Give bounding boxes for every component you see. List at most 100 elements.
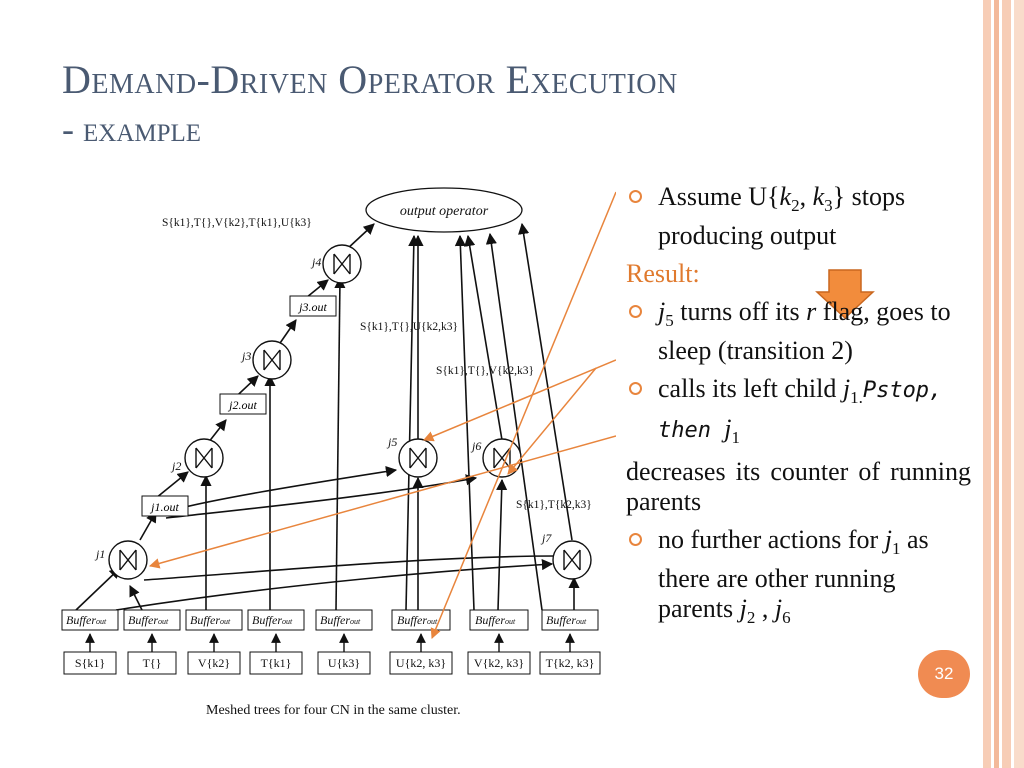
svg-text:Bufferout: Bufferout xyxy=(252,613,293,627)
page-number-badge: 32 xyxy=(918,650,970,698)
meshed-trees-diagram: output operator xyxy=(61,187,616,718)
bullet-text: Assume U{ xyxy=(658,182,780,211)
relation-label: S{k1} xyxy=(75,656,105,670)
math-sub: 6 xyxy=(782,608,791,628)
annotation-mid: S{k1},T{},U{k2,k3} xyxy=(360,321,458,333)
math-j: j xyxy=(658,297,666,327)
out-boxes: j1.out j2.out j3.out xyxy=(141,295,337,517)
svg-text:Bufferout: Bufferout xyxy=(128,613,169,627)
join-label-j1: j1 xyxy=(94,547,105,561)
orange-arrow-to-j5 xyxy=(423,359,616,442)
join-nodes xyxy=(108,244,592,580)
annotation-mid2: S{k1},T{},V{k2,k3} xyxy=(436,365,534,377)
edge-stripe xyxy=(983,0,991,768)
slide-subtitle: - example xyxy=(62,109,202,149)
buffer-sub: out xyxy=(576,617,587,626)
join-label-j4: j4 xyxy=(310,255,321,269)
out-box-label: j1.out xyxy=(149,500,179,514)
buffer-sub: out xyxy=(282,617,293,626)
buffer-label: Buffer xyxy=(66,613,96,627)
orange-arrow-to-j6 xyxy=(507,367,597,475)
continuation-text: decreases its counter of running parents xyxy=(626,456,971,516)
math-k: k xyxy=(812,182,825,211)
math-j: j xyxy=(884,524,892,554)
join-node-j7 xyxy=(552,540,592,580)
math-k: k xyxy=(779,182,792,211)
join-label-j3: j3 xyxy=(240,349,251,363)
edge-stripe xyxy=(1014,0,1024,768)
svg-text:Bufferout: Bufferout xyxy=(397,613,438,627)
math-sub: 1 xyxy=(891,538,901,558)
bullet-j5: j5 turns off its r flag, goes to sleep (… xyxy=(626,297,971,366)
svg-text:Bufferout: Bufferout xyxy=(66,613,107,627)
join-node-j5 xyxy=(398,438,438,478)
buffer-label: Buffer xyxy=(397,613,427,627)
bullet-calls: calls its left child j1.Pstop, then j1 xyxy=(626,374,971,452)
buffer-sub: out xyxy=(220,617,231,626)
buffer-label: Buffer xyxy=(546,613,576,627)
output-operator-label: output operator xyxy=(400,204,489,219)
diagram-caption: Meshed trees for four CN in the same clu… xyxy=(206,703,461,718)
result-heading: Result: xyxy=(626,259,700,289)
buffer-sub: out xyxy=(158,617,169,626)
join-label-j7: j7 xyxy=(540,531,552,545)
out-box-label: j3.out xyxy=(297,300,327,314)
math-text: Pstop, then xyxy=(658,378,943,443)
relation-label: V{k2} xyxy=(198,656,230,670)
buffer-label: Buffer xyxy=(128,613,158,627)
join-label-j5: j5 xyxy=(386,435,397,449)
relation-label: T{} xyxy=(143,656,162,670)
relation-label: T{k1} xyxy=(261,656,292,670)
svg-text:Bufferout: Bufferout xyxy=(190,613,231,627)
down-arrow-icon xyxy=(815,269,875,320)
bullet-column: Assume U{k2, k3} stops producing output … xyxy=(626,182,971,641)
join-label-j2: j2 xyxy=(170,459,181,473)
math-j: j xyxy=(724,413,732,443)
annotation-top: S{k1},T{},V{k2},T{k1},U{k3} xyxy=(162,217,312,229)
bullet-text: } stops producing output xyxy=(658,182,906,251)
svg-text:Bufferout: Bufferout xyxy=(475,613,516,627)
edge-stripe xyxy=(994,0,999,768)
math-sub: 1. xyxy=(850,388,863,408)
bullet-text: , xyxy=(799,182,813,211)
join-label-j6: j6 xyxy=(470,439,481,453)
relation-label: U{k2, k3} xyxy=(396,656,446,670)
buffer-sub: out xyxy=(350,617,361,626)
svg-text:Bufferout: Bufferout xyxy=(546,613,587,627)
relation-label: V{k2, k3} xyxy=(474,656,524,670)
join-node-j1 xyxy=(108,540,148,580)
buffer-sub: out xyxy=(96,617,107,626)
relation-label: U{k3} xyxy=(328,656,360,670)
buffer-label: Buffer xyxy=(320,613,350,627)
bullet-text: flag, goes to sleep (transition 2) xyxy=(658,297,951,366)
relation-row: S{k1} T{} V{k2} T{k1} U{k3} U{k2, k3} V{… xyxy=(63,651,601,675)
math-sub: 5 xyxy=(665,311,674,331)
bullet-text: no further actions for xyxy=(658,524,885,554)
bullet-text: , xyxy=(755,593,775,623)
math-j: j xyxy=(842,374,851,404)
math-j: j xyxy=(739,593,747,623)
output-operator-node xyxy=(365,187,523,233)
svg-text:Bufferout: Bufferout xyxy=(320,613,361,627)
bullet-text: calls its left child xyxy=(658,374,843,404)
math-r: r xyxy=(806,297,817,327)
orange-arrow-to-buffer xyxy=(430,191,616,639)
buffer-label: Buffer xyxy=(252,613,282,627)
join-node-j2 xyxy=(184,438,224,478)
slide-title: Demand-Driven Operator Execution xyxy=(62,57,678,102)
bullet-no-further: no further actions for j1 as there are o… xyxy=(626,525,971,633)
join-node-j4 xyxy=(322,244,362,284)
buffer-sub: out xyxy=(427,617,438,626)
math-sub: 2 xyxy=(791,196,800,216)
buffer-label: Buffer xyxy=(190,613,220,627)
math-sub: 3 xyxy=(824,196,833,216)
bullet-text: as there are other running parents xyxy=(658,524,929,623)
bullet-text: turns off its xyxy=(673,297,807,327)
join-node-j3 xyxy=(252,340,292,380)
buffer-label: Buffer xyxy=(475,613,505,627)
orange-arrow-to-j1 xyxy=(148,435,616,569)
buffer-row: Bufferout Bufferout Bufferout Bufferout … xyxy=(61,609,599,631)
out-box-label: j2.out xyxy=(227,398,257,412)
math-j: j xyxy=(774,593,783,623)
bullet-assume: Assume U{k2, k3} stops producing output xyxy=(626,182,971,251)
